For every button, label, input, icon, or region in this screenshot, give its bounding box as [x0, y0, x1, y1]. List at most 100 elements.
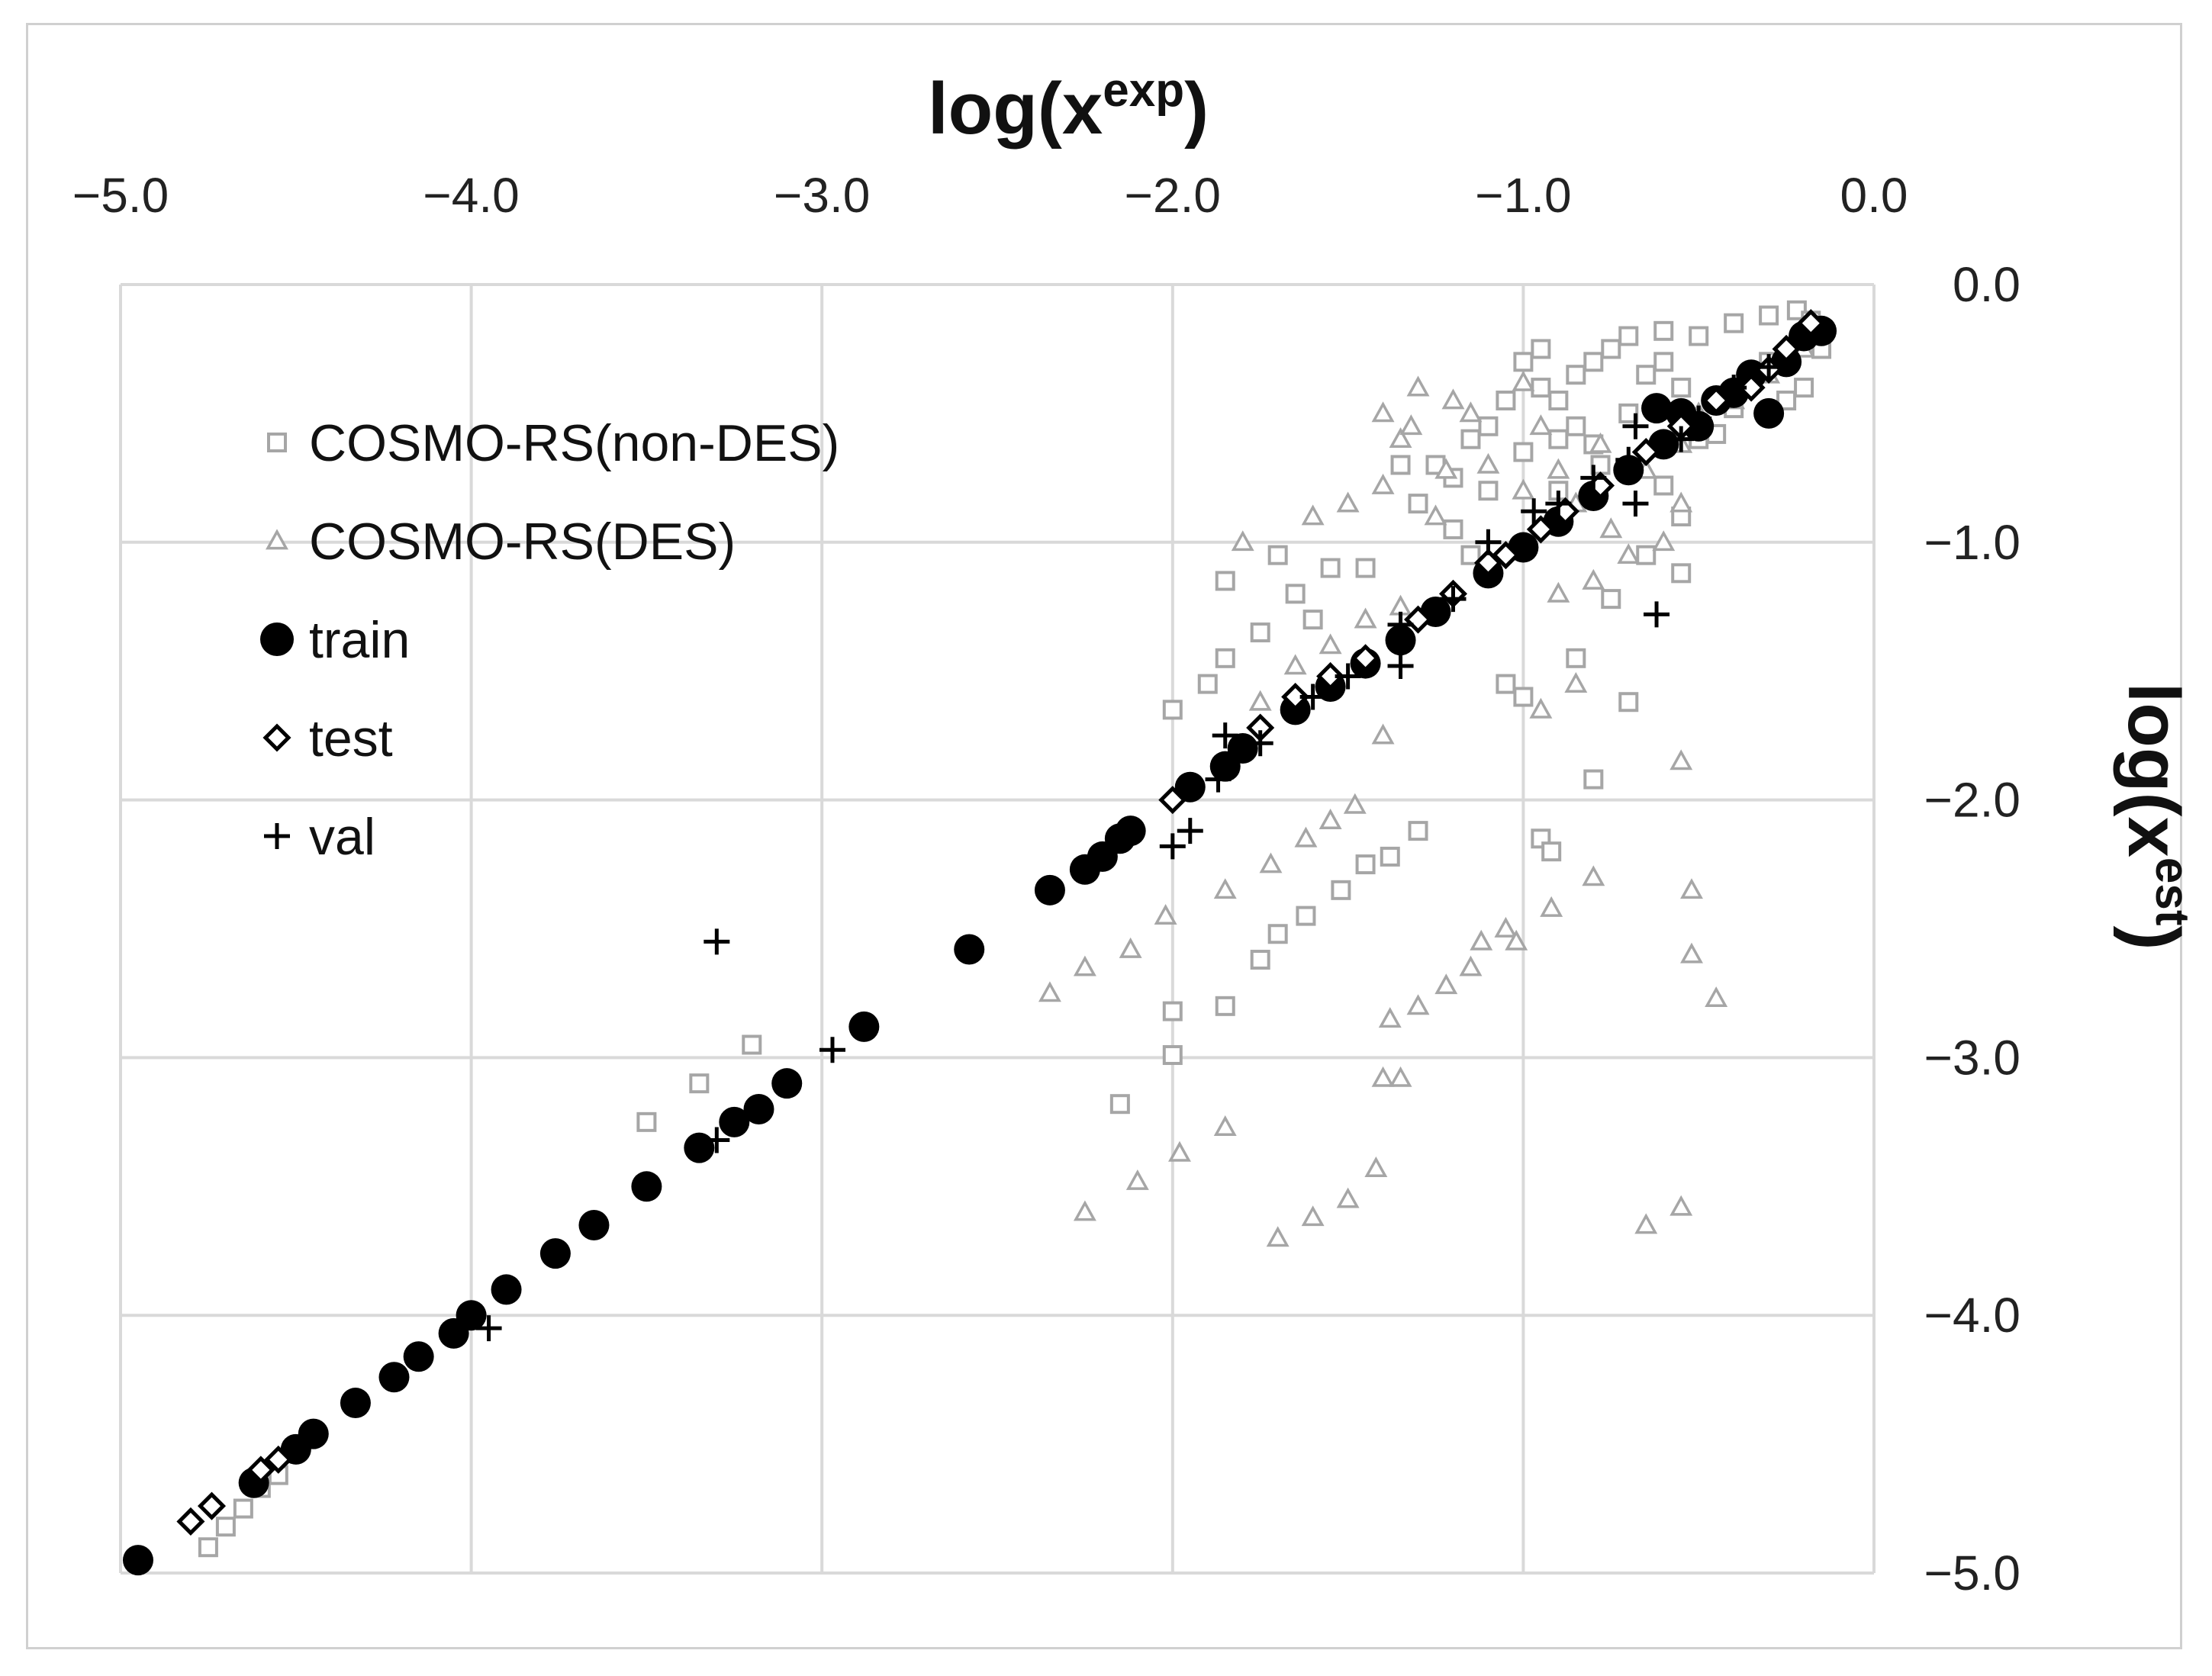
legend-label: train — [309, 611, 410, 669]
data-point — [1434, 458, 1458, 479]
data-point — [1354, 607, 1377, 629]
legend-marker — [264, 823, 290, 849]
data-point — [1371, 401, 1395, 423]
y-tick-label: 0.0 — [1953, 257, 2020, 312]
data-point — [1566, 365, 1586, 385]
data-point — [1406, 994, 1430, 1015]
data-point — [1159, 833, 1186, 860]
data-point — [1512, 478, 1535, 500]
x-axis-title: log(xexp) — [928, 64, 1209, 150]
data-point — [1443, 519, 1463, 539]
data-point — [1073, 1200, 1096, 1221]
data-point — [719, 1106, 750, 1137]
data-point — [1547, 458, 1570, 479]
data-point — [1038, 981, 1061, 1002]
data-point — [1496, 674, 1516, 694]
data-point — [1406, 375, 1430, 397]
data-point — [1034, 874, 1065, 906]
data-point — [1513, 442, 1534, 462]
data-point — [1460, 545, 1481, 565]
legend: COSMO-RS(non-DES) COSMO-RS(DES) train test v… — [260, 414, 839, 866]
data-point — [1441, 388, 1465, 410]
data-point — [684, 1132, 715, 1163]
data-point — [1531, 378, 1551, 398]
data-point — [1408, 494, 1428, 514]
x-tick-label: −1.0 — [1475, 168, 1571, 223]
data-point — [491, 1274, 522, 1305]
data-point — [1618, 692, 1639, 713]
data-point — [1580, 465, 1607, 491]
data-point — [1351, 644, 1380, 673]
data-point — [1582, 865, 1605, 886]
data-point — [1266, 1226, 1290, 1247]
data-point — [1319, 809, 1342, 829]
legend-marker — [262, 723, 291, 752]
data-point — [1583, 769, 1604, 790]
data-point — [1215, 648, 1235, 668]
data-point — [1250, 622, 1270, 643]
data-point — [1470, 929, 1493, 951]
data-point — [1796, 309, 1825, 338]
data-point — [1259, 852, 1283, 873]
legend-marker — [266, 529, 288, 550]
data-point — [636, 1111, 657, 1132]
data-point — [1669, 1195, 1693, 1216]
data-point — [1478, 416, 1499, 436]
data-point — [1721, 375, 1747, 401]
data-point — [1205, 766, 1232, 793]
data-point — [1294, 826, 1318, 848]
data-point — [1331, 880, 1351, 900]
x-tick-label: −3.0 — [774, 168, 870, 223]
data-point — [1227, 733, 1258, 764]
data-point — [1753, 397, 1785, 429]
data-point — [1529, 414, 1553, 436]
y-axis-title-superscript: est — [2146, 857, 2198, 926]
data-point — [1644, 601, 1670, 628]
data-point — [1671, 378, 1692, 398]
data-point — [1601, 589, 1621, 610]
data-point — [954, 934, 985, 965]
data-point — [1119, 937, 1142, 958]
data-point — [264, 1445, 293, 1474]
series-cosmo-rs-des- — [1038, 336, 1816, 1247]
data-point — [1283, 654, 1307, 675]
data-point — [1622, 413, 1649, 439]
data-point — [246, 1456, 275, 1485]
data-point — [1512, 370, 1535, 391]
data-point — [631, 1171, 662, 1202]
data-point — [1702, 386, 1731, 415]
data-point — [1316, 661, 1345, 690]
data-point — [1378, 1007, 1402, 1028]
data-point — [1301, 1205, 1325, 1227]
data-point — [1343, 793, 1367, 814]
data-point — [1496, 391, 1516, 411]
y-axis-title-base: log(x — [2113, 683, 2194, 857]
data-point — [1615, 446, 1642, 473]
data-point — [1285, 584, 1306, 604]
data-point — [1671, 563, 1692, 584]
data-point — [1513, 352, 1534, 372]
data-point — [1668, 426, 1695, 452]
data-point — [1389, 1066, 1412, 1087]
data-point — [1355, 558, 1376, 578]
y-tick-label: −3.0 — [1924, 1030, 2020, 1085]
data-point — [1680, 878, 1703, 899]
data-point — [1231, 530, 1254, 552]
y-axis-title-end: ) — [2113, 925, 2194, 950]
data-point — [198, 1537, 218, 1558]
legend-label: COSMO-RS(DES) — [309, 513, 736, 571]
data-point — [1355, 854, 1376, 875]
data-point — [215, 1517, 236, 1537]
data-point — [1653, 320, 1674, 341]
data-point — [1794, 378, 1814, 398]
y-axis-title: log(xest) — [2113, 683, 2198, 951]
y-tick-label: −2.0 — [1924, 773, 2020, 828]
data-point — [819, 1037, 845, 1063]
data-point — [1319, 633, 1342, 655]
x-tick-label: −4.0 — [423, 168, 519, 223]
data-point — [1281, 682, 1310, 712]
data-point — [1475, 529, 1502, 555]
data-point — [1478, 481, 1499, 501]
data-point — [1250, 950, 1270, 970]
data-point — [1162, 700, 1183, 720]
